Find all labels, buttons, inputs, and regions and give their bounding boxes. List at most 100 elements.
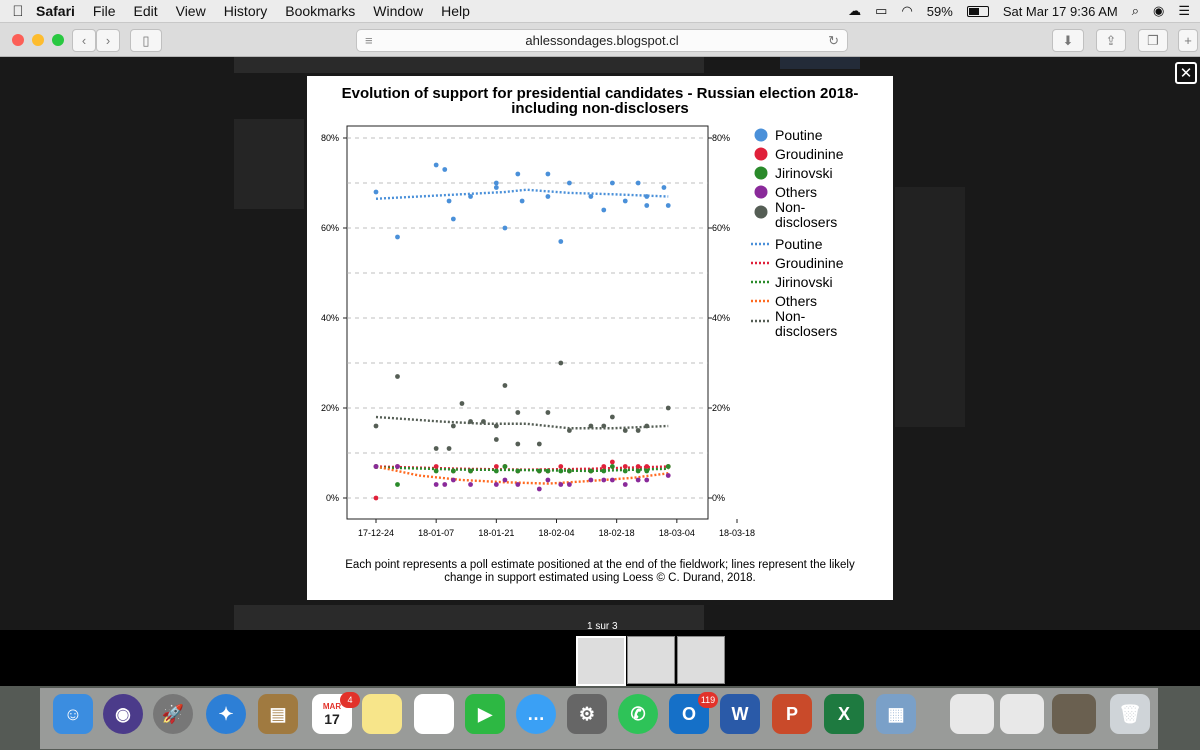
legend-point-label: Jirinovski [775, 165, 833, 181]
menu-app-name[interactable]: Safari [36, 3, 75, 19]
preview-icon[interactable]: ▦ [876, 694, 916, 734]
menu-edit[interactable]: Edit [133, 3, 158, 19]
zoom-window-icon[interactable] [52, 34, 64, 46]
data-point-poutine [609, 180, 615, 186]
legend-line-label: Jirinovski [775, 274, 833, 290]
sidebar-icon[interactable]: ▯ [130, 29, 162, 52]
wifi-icon[interactable]: ◠ [901, 3, 913, 18]
data-point-jirinovski [609, 464, 615, 469]
data-point-jirinovski [502, 464, 508, 469]
data-point-poutine [661, 185, 667, 190]
plot-frame [346, 125, 709, 520]
menu-file[interactable]: File [92, 3, 116, 19]
minimized-window-3[interactable] [1052, 694, 1096, 734]
chart-caption-line-1: Each point represents a poll estimate po… [345, 559, 855, 571]
y-tick-label-left: 0% [326, 493, 339, 503]
battery-percent[interactable]: 59% [926, 3, 953, 19]
share-icon[interactable]: ⇪ [1096, 29, 1126, 52]
menu-help[interactable]: Help [441, 3, 470, 19]
notes-icon[interactable] [362, 694, 402, 734]
clock[interactable]: Sat Mar 17 9:36 AM [1002, 3, 1118, 19]
close-window-icon[interactable] [12, 34, 24, 46]
trash-icon[interactable]: 🗑 [1110, 694, 1150, 734]
thumbnail-2[interactable] [627, 636, 675, 684]
x-tick-label: 18-02-18 [599, 528, 635, 538]
messages-icon[interactable]: … [516, 694, 556, 734]
thumbnail-1[interactable] [576, 636, 626, 686]
safari-toolbar: ‹ › ▯ ≡ ahlessondages.blogspot.cl ↻ ⬇ ⇪ … [0, 23, 1200, 57]
x-tick-label: 18-03-04 [659, 528, 695, 538]
launchpad-icon[interactable]: 🚀 [153, 694, 193, 734]
page-text-block [234, 605, 704, 630]
close-lightbox-button[interactable]: ✕ [1175, 62, 1197, 84]
y-tick-label-right: 60% [712, 223, 730, 233]
data-point-poutine [566, 180, 572, 186]
siri-icon[interactable]: ◉ [1153, 3, 1165, 18]
data-point-non-disclosers [609, 414, 615, 420]
minimized-window-2[interactable] [1000, 694, 1044, 734]
menu-bookmarks[interactable]: Bookmarks [285, 3, 356, 19]
safari-icon[interactable]: ✦ [206, 694, 246, 734]
menu-history[interactable]: History [223, 3, 268, 19]
data-point-non-disclosers [450, 423, 456, 429]
minimize-window-icon[interactable] [32, 34, 44, 46]
new-tab-icon[interactable]: + [1178, 29, 1198, 52]
data-point-groudinine [493, 464, 499, 469]
legend-point-marker [754, 185, 768, 199]
system-preferences-icon[interactable]: ⚙ [567, 694, 607, 734]
data-point-jirinovski [515, 468, 521, 474]
reload-icon[interactable]: ↻ [828, 32, 839, 48]
back-button[interactable]: ‹ [72, 29, 96, 52]
siri-dock-icon[interactable]: ◉ [103, 694, 143, 734]
downloads-icon[interactable]: ⬇ [1052, 29, 1084, 52]
whatsapp-icon[interactable]: ✆ [618, 694, 658, 734]
data-point-others [493, 482, 499, 487]
x-tick-label: 18-01-07 [418, 528, 454, 538]
data-point-poutine [545, 194, 551, 199]
data-point-poutine [395, 234, 400, 240]
contacts-icon[interactable]: ▤ [258, 694, 298, 734]
data-point-others [665, 473, 671, 478]
word-icon[interactable]: W [720, 694, 760, 734]
facetime-icon[interactable]: ▶ [465, 694, 505, 734]
spotlight-icon[interactable]: ⌕ [1131, 3, 1139, 18]
data-point-poutine [601, 207, 607, 213]
reader-icon[interactable]: ≡ [365, 33, 373, 48]
calendar-icon[interactable]: MAR 17 [312, 694, 352, 734]
data-point-jirinovski [644, 468, 650, 474]
data-point-non-disclosers [558, 360, 564, 366]
data-point-others [502, 477, 508, 483]
data-point-others [622, 482, 628, 487]
calendar-month: MAR [322, 701, 342, 711]
battery-icon[interactable] [966, 5, 989, 17]
forward-button[interactable]: › [96, 29, 120, 52]
data-point-groudinine [433, 464, 439, 469]
legend-line-label: Non- [775, 308, 806, 324]
reminders-icon[interactable] [414, 694, 454, 734]
menu-view[interactable]: View [175, 3, 206, 19]
tabs-overview-icon[interactable]: ❐ [1138, 29, 1168, 52]
page-text-block [234, 119, 304, 209]
excel-icon[interactable]: X [824, 694, 864, 734]
data-point-jirinovski [450, 468, 456, 474]
legend-point-marker [754, 166, 768, 180]
data-point-non-disclosers [459, 401, 465, 406]
y-tick-label-right: 0% [712, 493, 725, 503]
minimized-window-1[interactable] [950, 694, 994, 734]
creative-cloud-icon[interactable]: ☁ [848, 3, 862, 18]
menu-window[interactable]: Window [373, 3, 424, 19]
airplay-icon[interactable]: ▭ [875, 3, 888, 18]
y-tick-label-right: 40% [712, 313, 730, 323]
thumbnail-3[interactable] [677, 636, 725, 684]
apple-menu-icon[interactable]:  [0, 3, 36, 20]
y-tick-label-left: 60% [321, 223, 339, 233]
data-point-poutine [493, 185, 499, 190]
finder-icon[interactable]: ☺ [53, 694, 93, 734]
powerpoint-icon[interactable]: P [772, 694, 812, 734]
address-bar[interactable]: ≡ ahlessondages.blogspot.cl ↻ [356, 29, 848, 52]
data-point-non-disclosers [515, 410, 521, 415]
page-text-block [234, 57, 704, 73]
notification-center-icon[interactable]: ☰ [1178, 3, 1190, 18]
trend-line-jirinovski [375, 466, 669, 473]
data-point-jirinovski [545, 468, 551, 474]
